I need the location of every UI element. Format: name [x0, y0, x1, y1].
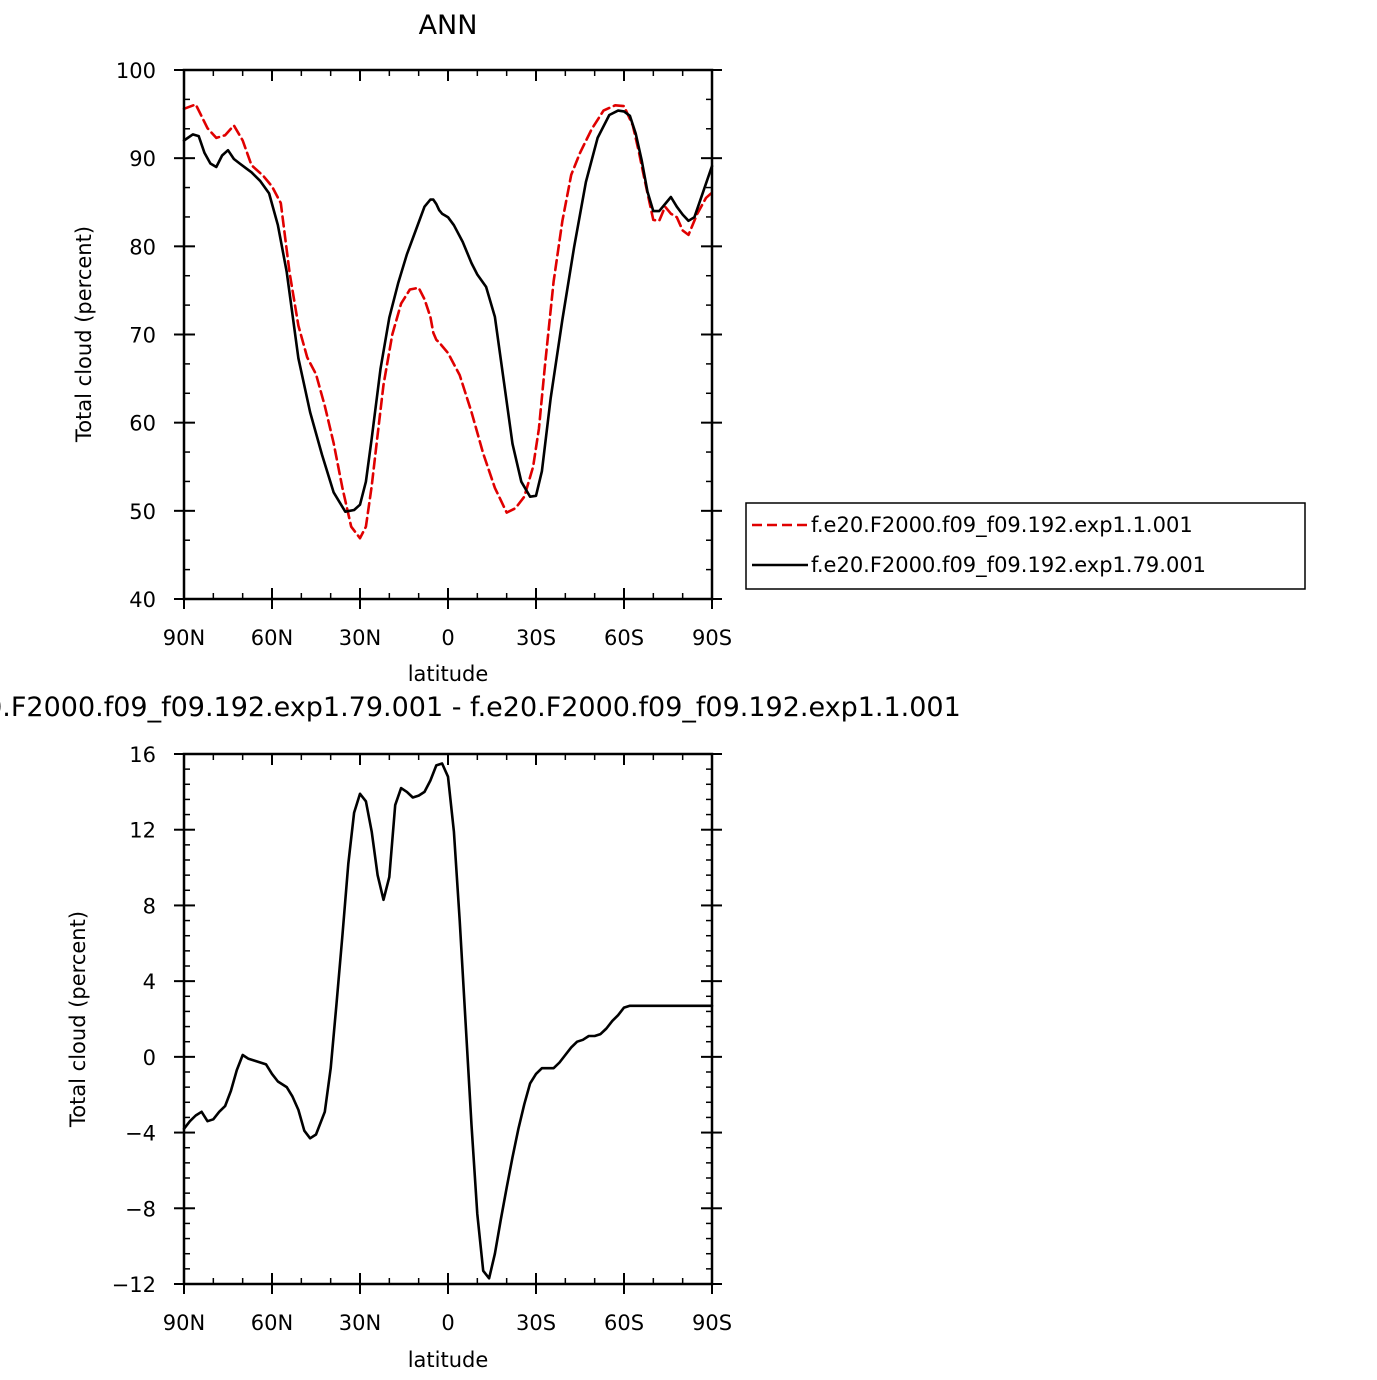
bottom-y-tick-label: −4	[125, 1122, 156, 1146]
bottom-x-tick-label: 90S	[692, 1311, 732, 1335]
top-y-tick-label: 90	[129, 147, 156, 171]
legend-label-series-1: f.e20.F2000.f09_f09.192.exp1.1.001	[811, 513, 1193, 538]
bottom-y-tick-label: 12	[129, 819, 156, 843]
top-x-tick-label: 60S	[604, 626, 644, 650]
bottom-x-tick-label: 60N	[251, 1311, 293, 1335]
top-frame	[182, 68, 714, 601]
top-y-axis-title: Total cloud (percent)	[72, 226, 96, 443]
bottom-x-tick-label: 60S	[604, 1311, 644, 1335]
top-x-axis-title: latitude	[408, 662, 489, 686]
bottom-title: f.e20.F2000.f09_f09.192.exp1.79.001 - f.…	[0, 692, 961, 723]
top-x-tick-label: 30S	[516, 626, 556, 650]
bottom-y-tick-label: −8	[125, 1197, 156, 1221]
bottom-x-axis-title: latitude	[408, 1348, 489, 1372]
bottom-y-tick-label: 0	[143, 1046, 156, 1070]
bottom-x-tick-label: 0	[441, 1311, 454, 1335]
top-title: ANN	[419, 10, 478, 41]
legend: f.e20.F2000.f09_f09.192.exp1.1.001 f.e20…	[745, 502, 1306, 590]
top-y-tick-label: 100	[116, 59, 156, 83]
bottom-y-axis-title: Total cloud (percent)	[66, 911, 90, 1128]
bottom-plot-area: 90N 60N 30N 0 30S 60S 90S −12 −8 −4 0 4 8 12 16	[112, 743, 732, 1335]
top-x-tick-label: 30N	[339, 626, 381, 650]
bottom-x-tick-label: 30N	[339, 1311, 381, 1335]
top-y-tick-label: 40	[129, 588, 156, 612]
bottom-y-tick-label: 8	[143, 894, 156, 918]
bottom-x-tick-label: 90N	[163, 1311, 205, 1335]
top-x-tick-label: 0	[441, 626, 454, 650]
top-y-tick-label: 70	[129, 324, 156, 348]
top-x-tick-label: 60N	[251, 626, 293, 650]
bottom-series-line-1	[182, 762, 714, 1280]
legend-box	[745, 502, 1306, 590]
bottom-x-tick-label: 30S	[516, 1311, 556, 1335]
bottom-frame	[182, 752, 714, 1286]
top-series-line-2	[182, 109, 714, 513]
top-x-tick-label: 90N	[163, 626, 205, 650]
top-series-line-1	[182, 103, 714, 540]
bottom-y-tick-label: −12	[112, 1273, 156, 1297]
top-y-tick-label: 60	[129, 412, 156, 436]
top-y-tick-label: 80	[129, 235, 156, 259]
legend-label-series-2: f.e20.F2000.f09_f09.192.exp1.79.001	[811, 553, 1206, 578]
top-panel: ANN 90N 60N 30N 0 30S 60S 90S 40 50 60 70 80 90 100 l…	[72, 10, 1306, 686]
bottom-y-tick-label: 4	[143, 970, 156, 994]
top-y-tick-label: 50	[129, 500, 156, 524]
top-plot-area: 90N 60N 30N 0 30S 60S 90S 40 50 60 70 80 90 100	[116, 59, 732, 650]
bottom-panel: f.e20.F2000.f09_f09.192.exp1.79.001 - f.…	[0, 692, 961, 1372]
top-x-tick-label: 90S	[692, 626, 732, 650]
bottom-y-tick-label: 16	[129, 743, 156, 767]
